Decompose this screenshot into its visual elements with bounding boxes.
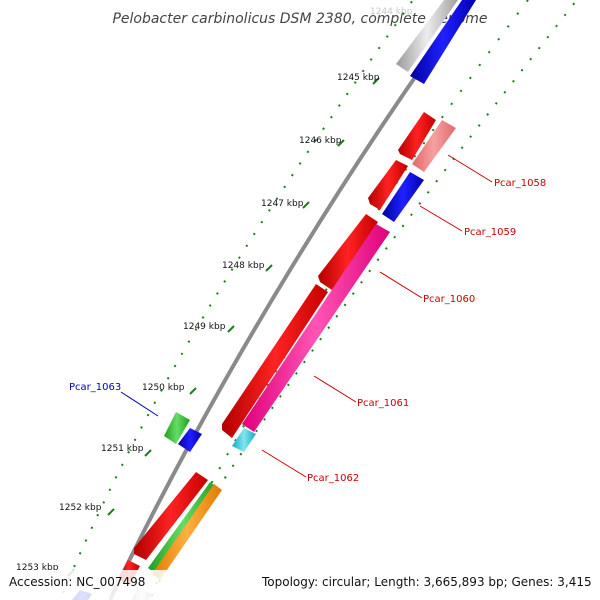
kbp-tick — [189, 387, 197, 395]
kbp-tick — [265, 264, 273, 272]
outer-dotted-arc — [145, 0, 579, 600]
gene-label-pcar-1062[interactable]: Pcar_1062 — [307, 473, 359, 484]
accession-text: Accession: NC_007498 — [9, 575, 145, 589]
footer-band — [0, 570, 600, 600]
leader-line — [447, 154, 493, 183]
genome-backbone — [108, 0, 472, 600]
gene-labels: Pcar_1058 Pcar_1059 Pcar_1060 Pcar_1061 … — [69, 178, 546, 484]
map-title: Pelobacter carbinolicus DSM 2380, comple… — [112, 11, 487, 27]
kbp-tick — [107, 508, 115, 516]
gene-label-pcar-1060[interactable]: Pcar_1060 — [423, 294, 475, 305]
kbp-label: 1246 kbp — [299, 136, 342, 146]
feature-red-1061[interactable] — [222, 284, 328, 438]
feature-salmon-1058[interactable] — [412, 120, 456, 172]
feature-orange-lower[interactable] — [152, 484, 222, 580]
kbp-tick — [337, 139, 345, 147]
feature-red-1058[interactable] — [398, 112, 436, 160]
leader-lines — [120, 154, 493, 478]
kbp-tick — [302, 201, 310, 209]
feature-green-1063[interactable] — [164, 412, 190, 444]
leader-line — [419, 205, 463, 232]
leader-line — [379, 271, 423, 299]
kbp-label-faded: 1244 kbp — [370, 7, 413, 17]
feature-blue[interactable] — [410, 0, 476, 84]
kbp-label: 1251 kbp — [101, 444, 144, 454]
leader-line — [120, 391, 159, 417]
kbp-ticks: 1245 kbp 1246 kbp 1247 kbp 1248 kbp 1249… — [16, 73, 380, 577]
feature-gray[interactable] — [396, 0, 458, 72]
kbp-tick — [372, 77, 380, 85]
feature-cyan-1062[interactable] — [232, 428, 256, 452]
gene-label-pcar-1063[interactable]: Pcar_1063 — [69, 382, 121, 393]
feature-red-1060[interactable] — [318, 214, 378, 290]
feature-red-lower[interactable] — [134, 472, 208, 560]
feature-red-1059[interactable] — [368, 160, 408, 210]
features — [72, 0, 476, 600]
feature-blue-1063[interactable] — [178, 428, 202, 452]
kbp-label: 1252 kbp — [59, 503, 102, 513]
kbp-tick — [144, 449, 152, 457]
gene-label-pcar-1058[interactable]: Pcar_1058 — [494, 178, 546, 189]
genome-summary-text: Topology: circular; Length: 3,665,893 bp… — [261, 575, 592, 589]
leader-line — [261, 449, 307, 478]
inner-dotted-arc — [59, 0, 415, 600]
gene-label-pcar-1061[interactable]: Pcar_1061 — [357, 398, 409, 409]
leader-line — [313, 375, 357, 403]
gene-label-pcar-1059[interactable]: Pcar_1059 — [464, 227, 516, 238]
kbp-label: 1253 kbp — [16, 563, 59, 573]
kbp-label: 1249 kbp — [183, 322, 226, 332]
kbp-label: 1247 kbp — [261, 199, 304, 209]
kbp-label: 1245 kbp — [337, 73, 380, 83]
kbp-tick — [227, 325, 235, 333]
feature-pink-1060[interactable] — [242, 224, 390, 432]
feature-blue-1059[interactable] — [382, 172, 424, 222]
kbp-label: 1248 kbp — [222, 261, 265, 271]
kbp-label: 1250 kbp — [142, 383, 185, 393]
